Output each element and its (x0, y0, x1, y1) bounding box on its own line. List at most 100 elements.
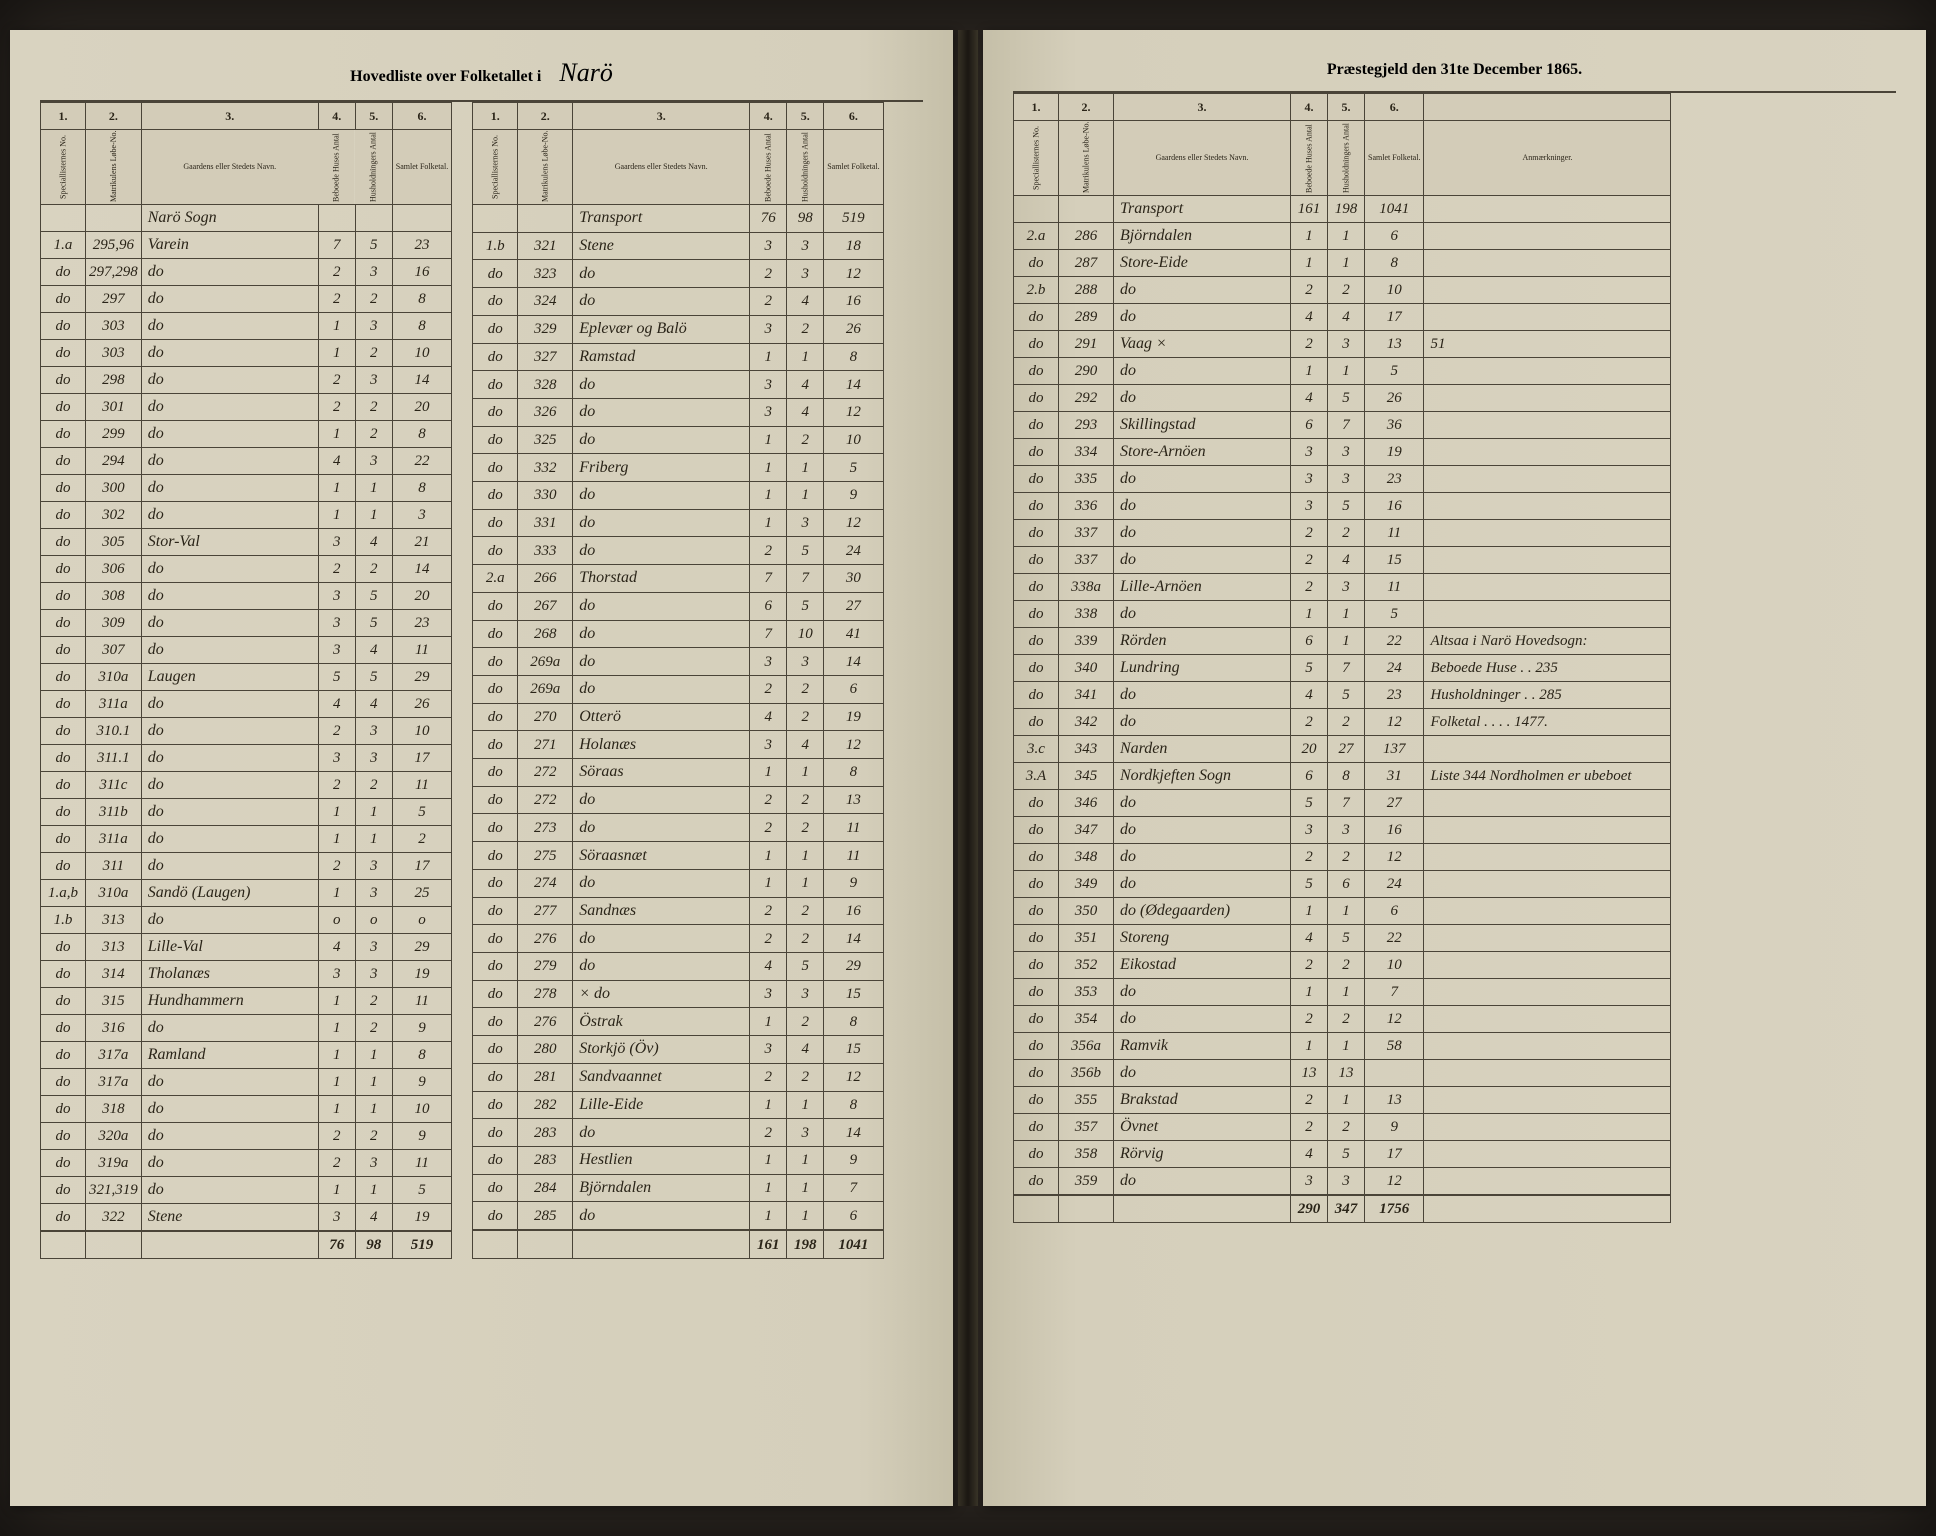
table-row: do327Ramstad118 (473, 343, 883, 371)
table-row: do303do1210 (41, 340, 452, 367)
table-cell: 13 (1365, 331, 1424, 358)
table-cell: Laugen (141, 664, 318, 691)
table-cell: 269a (518, 648, 573, 676)
table-cell: do (573, 1119, 750, 1147)
table-cell: Lundring (1114, 655, 1291, 682)
table-cell: 9 (392, 1069, 451, 1096)
table-cell: do (473, 509, 518, 537)
table-cell: Sandnæs (573, 897, 750, 925)
table-cell: 1 (1291, 223, 1328, 250)
table-cell: do (41, 988, 86, 1015)
table-row: do281Sandvaannet2212 (473, 1063, 883, 1091)
table-cell: 1 (750, 1008, 787, 1036)
table-row: do283Hestlien119 (473, 1146, 883, 1174)
table-cell: 1 (750, 1174, 787, 1202)
table-cell: 9 (824, 482, 883, 510)
table-cell: do (41, 961, 86, 988)
table-row: do305Stor-Val3421 (41, 529, 452, 556)
table-cell: 5 (392, 799, 451, 826)
table-cell: do (1014, 1168, 1059, 1196)
table-cell: do (41, 1150, 86, 1177)
table-cell: 11 (824, 814, 883, 842)
colhead-1: Speciallisternes No. (41, 130, 86, 205)
table-cell: 14 (392, 367, 451, 394)
table-cell: 3 (750, 980, 787, 1008)
table-cell: 5 (1365, 601, 1424, 628)
table-cell: Eikostad (1114, 952, 1291, 979)
table-cell (1424, 871, 1671, 898)
table-cell: do (41, 313, 86, 340)
table-cell: 291 (1059, 331, 1114, 358)
table-cell: 2 (750, 925, 787, 953)
table-cell: 17 (1365, 1141, 1424, 1168)
table-cell: 3 (1328, 331, 1365, 358)
table-row: do284Björndalen117 (473, 1174, 883, 1202)
table-row: do337do2415 (1014, 547, 1671, 574)
table-row: do324do2416 (473, 288, 883, 316)
table-cell: do (573, 288, 750, 316)
table-cell: 14 (824, 1119, 883, 1147)
table-cell: do (473, 925, 518, 953)
table-cell: 36 (1365, 412, 1424, 439)
table-cell: 342 (1059, 709, 1114, 736)
table-cell: 335 (1059, 466, 1114, 493)
table-cell: 1 (750, 509, 787, 537)
table-cell: do (41, 529, 86, 556)
table-cell: 1.b (41, 907, 86, 934)
table-cell: 350 (1059, 898, 1114, 925)
table-cell: do (1014, 1060, 1059, 1087)
table-cell: 278 (518, 980, 573, 1008)
table-row: do297,298do2316 (41, 259, 452, 286)
table-row: do339Rörden6122Altsaa i Narö Hovedsogn: (1014, 628, 1671, 655)
table-cell: 3 (787, 1119, 824, 1147)
table-row: do311ado112 (41, 826, 452, 853)
table-cell: do (1014, 925, 1059, 952)
table-cell: 4 (787, 398, 824, 426)
table-cell: 25 (392, 880, 451, 907)
table-row: do311ado4426 (41, 691, 452, 718)
colhead-4: Beboede Huses Antal (318, 130, 355, 205)
table-cell: 1 (1291, 250, 1328, 277)
table-cell: 11 (824, 842, 883, 870)
table-cell: Otterö (573, 703, 750, 731)
table-cell: Rörden (1114, 628, 1291, 655)
table-cell: 2 (1328, 844, 1365, 871)
table-cell: 4 (1291, 1141, 1328, 1168)
table-cell: 1 (355, 1042, 392, 1069)
table-cell: 1 (1328, 1087, 1365, 1114)
table-cell: 281 (518, 1063, 573, 1091)
table-cell: do (1014, 304, 1059, 331)
table-cell: do (41, 583, 86, 610)
table-cell: 2 (1291, 520, 1328, 547)
table-cell: 1 (318, 988, 355, 1015)
table-cell: 2 (787, 925, 824, 953)
table-cell: 6 (824, 1202, 883, 1230)
table-cell: 2 (750, 288, 787, 316)
table-cell: 5 (1328, 493, 1365, 520)
table-cell: do (1014, 628, 1059, 655)
table-cell: 358 (1059, 1141, 1114, 1168)
table-cell: 2 (355, 988, 392, 1015)
table-cell: do (473, 288, 518, 316)
table-cell: 4 (1328, 547, 1365, 574)
table-cell: 2 (787, 786, 824, 814)
table-row: do267do6527 (473, 592, 883, 620)
table-cell: 268 (518, 620, 573, 648)
table-cell: Transport (1114, 196, 1291, 223)
colnum-1: 1. (41, 103, 86, 130)
table-cell: 2 (355, 394, 392, 421)
table-cell: do (1114, 979, 1291, 1006)
census-table-c: 1. 2. 3. 4. 5. 6. Speciallisternes No. M… (1013, 93, 1671, 1223)
table-cell: 275 (518, 842, 573, 870)
table-cell: do (141, 907, 318, 934)
table-cell: do (141, 745, 318, 772)
table-cell: 3 (787, 232, 824, 260)
table-cell (473, 205, 518, 233)
table-cell: 3 (1291, 439, 1328, 466)
table-cell (1365, 1060, 1424, 1087)
table-cell: do (141, 448, 318, 475)
table-row: do322Stene3419 (41, 1204, 452, 1232)
table-cell: 2 (355, 556, 392, 583)
table-row: do293Skillingstad6736 (1014, 412, 1671, 439)
table-cell: do (1014, 817, 1059, 844)
